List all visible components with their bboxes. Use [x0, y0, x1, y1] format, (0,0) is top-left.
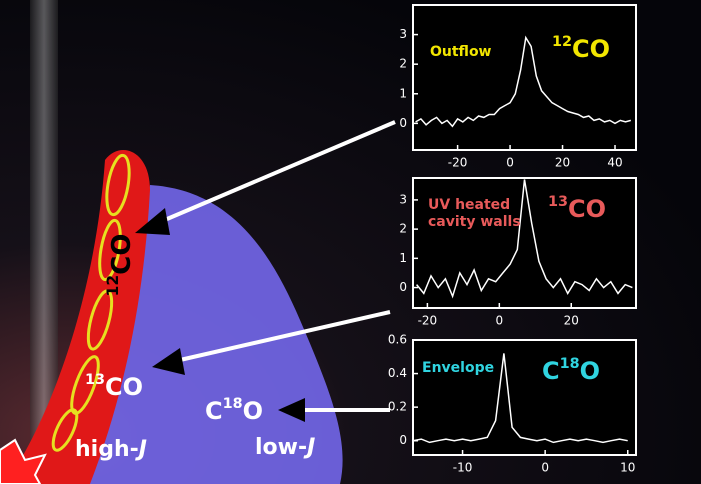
y-tick-label: 0	[399, 433, 407, 447]
text-part: CO	[572, 35, 610, 63]
text-part: 12	[552, 34, 572, 50]
x-tick-label: -10	[453, 461, 473, 475]
y-tick-label: 0.2	[388, 400, 407, 414]
text-part: 13	[548, 194, 568, 210]
text-part: CO	[107, 234, 137, 275]
y-tick-label: 0.6	[388, 333, 407, 347]
x-tick-label: 0	[506, 156, 514, 170]
text-part: CO	[568, 195, 606, 223]
plot-area	[413, 5, 636, 150]
text-part: low-	[255, 435, 307, 460]
panel-label: UV heated	[428, 197, 510, 213]
x-tick-label: 0	[541, 461, 549, 475]
spectrum-panel: -10 0 10 0 0.2 0.4 0.6 Envelope C18O	[388, 333, 636, 475]
text-part: 18	[223, 396, 243, 412]
y-tick-label: 0	[399, 116, 407, 130]
x-tick-label: 0	[496, 314, 504, 328]
y-tick-label: 0	[399, 280, 407, 294]
figure: 12CO13COC18Ohigh-Jlow-J -20020400123Outf…	[0, 0, 701, 484]
text-part: 13	[85, 372, 105, 388]
text-part: CO	[105, 373, 143, 401]
y-tick-label: 1	[399, 251, 407, 265]
y-tick-label: 2	[399, 57, 407, 71]
x-tick-label: -20	[418, 314, 438, 328]
y-tick-label: 1	[399, 86, 407, 100]
illustration-label: high-J	[75, 437, 147, 462]
y-tick-label: 2	[399, 222, 407, 236]
panel-label: Outflow	[430, 44, 492, 60]
x-tick-label: 20	[564, 314, 579, 328]
x-tick-label: 40	[607, 156, 622, 170]
panel-label: Envelope	[422, 360, 494, 376]
text-part: O	[580, 357, 600, 385]
x-tick-label: 20	[555, 156, 570, 170]
text-part: O	[243, 397, 263, 425]
illustration-label: low-J	[255, 435, 315, 460]
y-tick-label: 3	[399, 27, 407, 41]
y-tick-label: 3	[399, 192, 407, 206]
text-part: C	[542, 357, 560, 385]
text-part: 12	[104, 275, 122, 297]
y-tick-label: 0.4	[388, 366, 407, 380]
x-tick-label: 10	[620, 461, 635, 475]
x-tick-label: -20	[448, 156, 468, 170]
panel-label: cavity walls	[428, 214, 521, 230]
text-part: high-	[75, 437, 139, 462]
text-part: 18	[560, 356, 580, 372]
text-part: C	[205, 397, 223, 425]
